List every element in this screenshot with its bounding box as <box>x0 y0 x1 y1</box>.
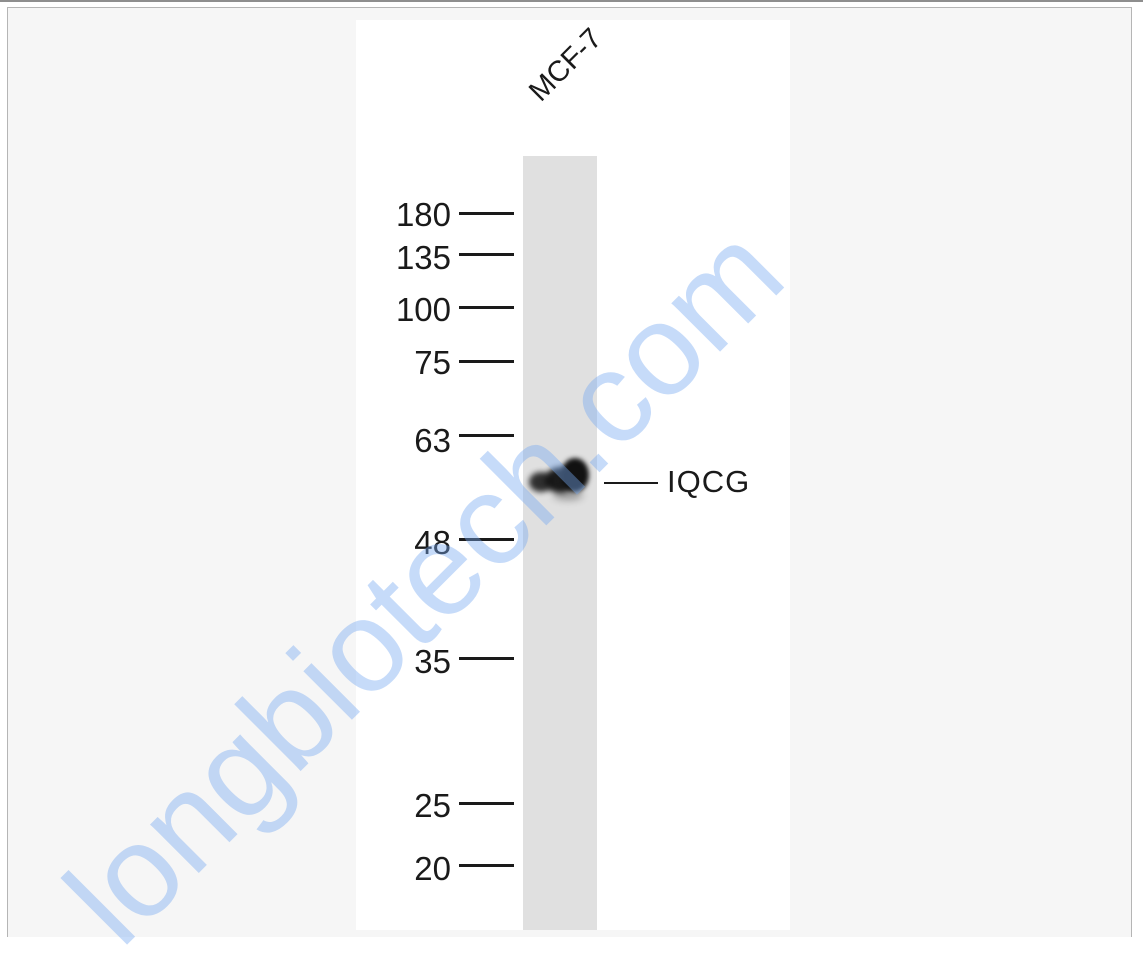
marker-label-75: 75 <box>414 344 451 381</box>
top-border <box>0 0 1143 2</box>
marker-tick-48 <box>459 538 514 541</box>
marker-label-48: 48 <box>414 524 451 561</box>
gel-lane <box>523 156 597 930</box>
marker-tick-135 <box>459 253 514 256</box>
marker-label-100: 100 <box>395 291 451 328</box>
marker-label-135: 135 <box>395 239 451 276</box>
band-label-iqcg: IQCG <box>667 464 751 499</box>
protein-band-right <box>561 458 589 492</box>
protein-band-smear <box>553 490 583 500</box>
marker-tick-100 <box>459 306 514 309</box>
marker-tick-75 <box>459 360 514 363</box>
marker-label-180: 180 <box>395 196 451 233</box>
marker-label-35: 35 <box>414 643 451 680</box>
marker-tick-35 <box>459 657 514 660</box>
marker-tick-63 <box>459 434 514 437</box>
marker-tick-20 <box>459 864 514 867</box>
marker-tick-180 <box>459 212 514 215</box>
marker-label-20: 20 <box>414 850 451 887</box>
band-pointer-line <box>604 482 658 484</box>
marker-tick-25 <box>459 802 514 805</box>
marker-label-63: 63 <box>414 422 451 459</box>
marker-label-25: 25 <box>414 787 451 824</box>
